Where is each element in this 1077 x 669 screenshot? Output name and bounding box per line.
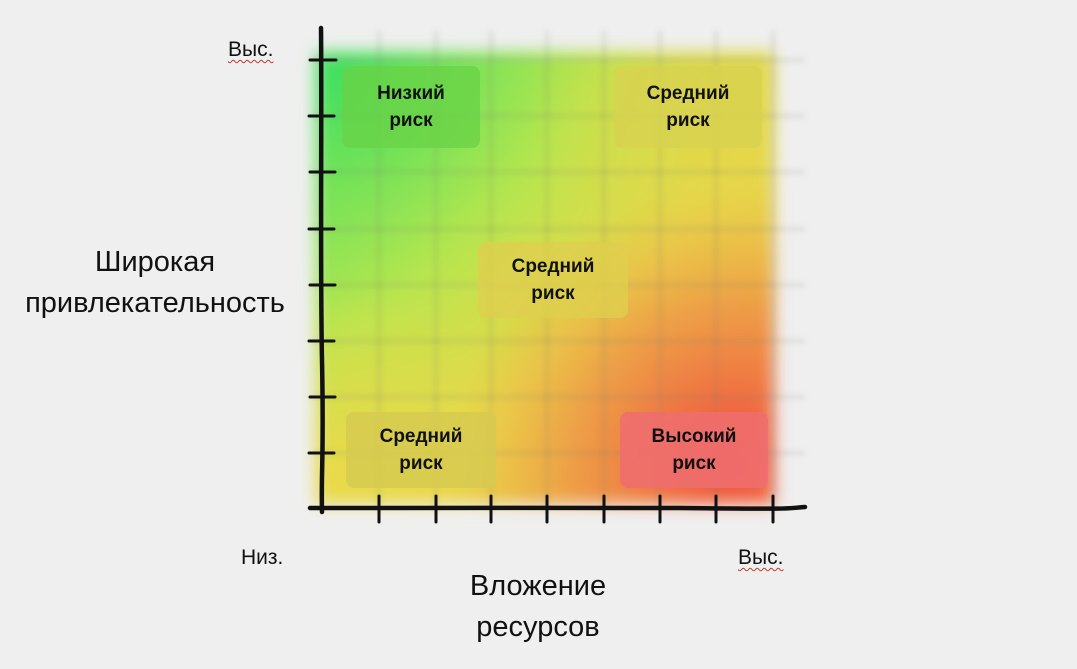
x-axis-title: Вложение ресурсов <box>408 566 668 648</box>
quadrant-low-risk-line1: Низкий <box>377 83 445 104</box>
y-axis-title: Широкая привлекательность <box>10 242 300 324</box>
quadrant-low-risk-line2: риск <box>389 110 433 131</box>
y-axis <box>318 25 325 515</box>
quadrant-medium-risk-center-line2: риск <box>531 283 575 304</box>
x-axis <box>307 504 808 511</box>
quadrant-medium-risk-top-right-line2: риск <box>666 110 710 131</box>
quadrant-medium-risk-top-right-line1: Средний <box>646 83 730 104</box>
x-axis-title-line1: Вложение <box>469 570 607 602</box>
x-axis-title-line2: ресурсов <box>476 611 600 643</box>
x-axis-low-label: Низ. <box>241 546 284 569</box>
quadrant-medium-risk-center-line1: Средний <box>511 256 595 277</box>
quadrant-medium-risk-bottom-left-line1: Средний <box>379 426 463 447</box>
y-axis-high-label: Выс. <box>228 38 274 61</box>
quadrant-low-risk: Низкий риск <box>342 66 480 148</box>
y-ticks <box>307 58 338 455</box>
x-axis-high-label: Выс. <box>738 546 784 569</box>
quadrant-high-risk-line2: риск <box>672 453 716 474</box>
quadrant-high-risk: Высокий риск <box>620 412 768 488</box>
quadrant-medium-risk-bottom-left: Средний риск <box>346 412 496 488</box>
quadrant-high-risk-line1: Высокий <box>651 426 737 447</box>
x-ticks <box>377 494 775 524</box>
y-axis-title-line2: привлекательность <box>25 287 285 319</box>
quadrant-medium-risk-top-right: Средний риск <box>614 66 762 148</box>
y-axis-title-line1: Широкая <box>94 246 216 278</box>
axes <box>307 25 808 524</box>
quadrant-medium-risk-bottom-left-line2: риск <box>399 453 443 474</box>
quadrant-medium-risk-center: Средний риск <box>478 242 628 318</box>
